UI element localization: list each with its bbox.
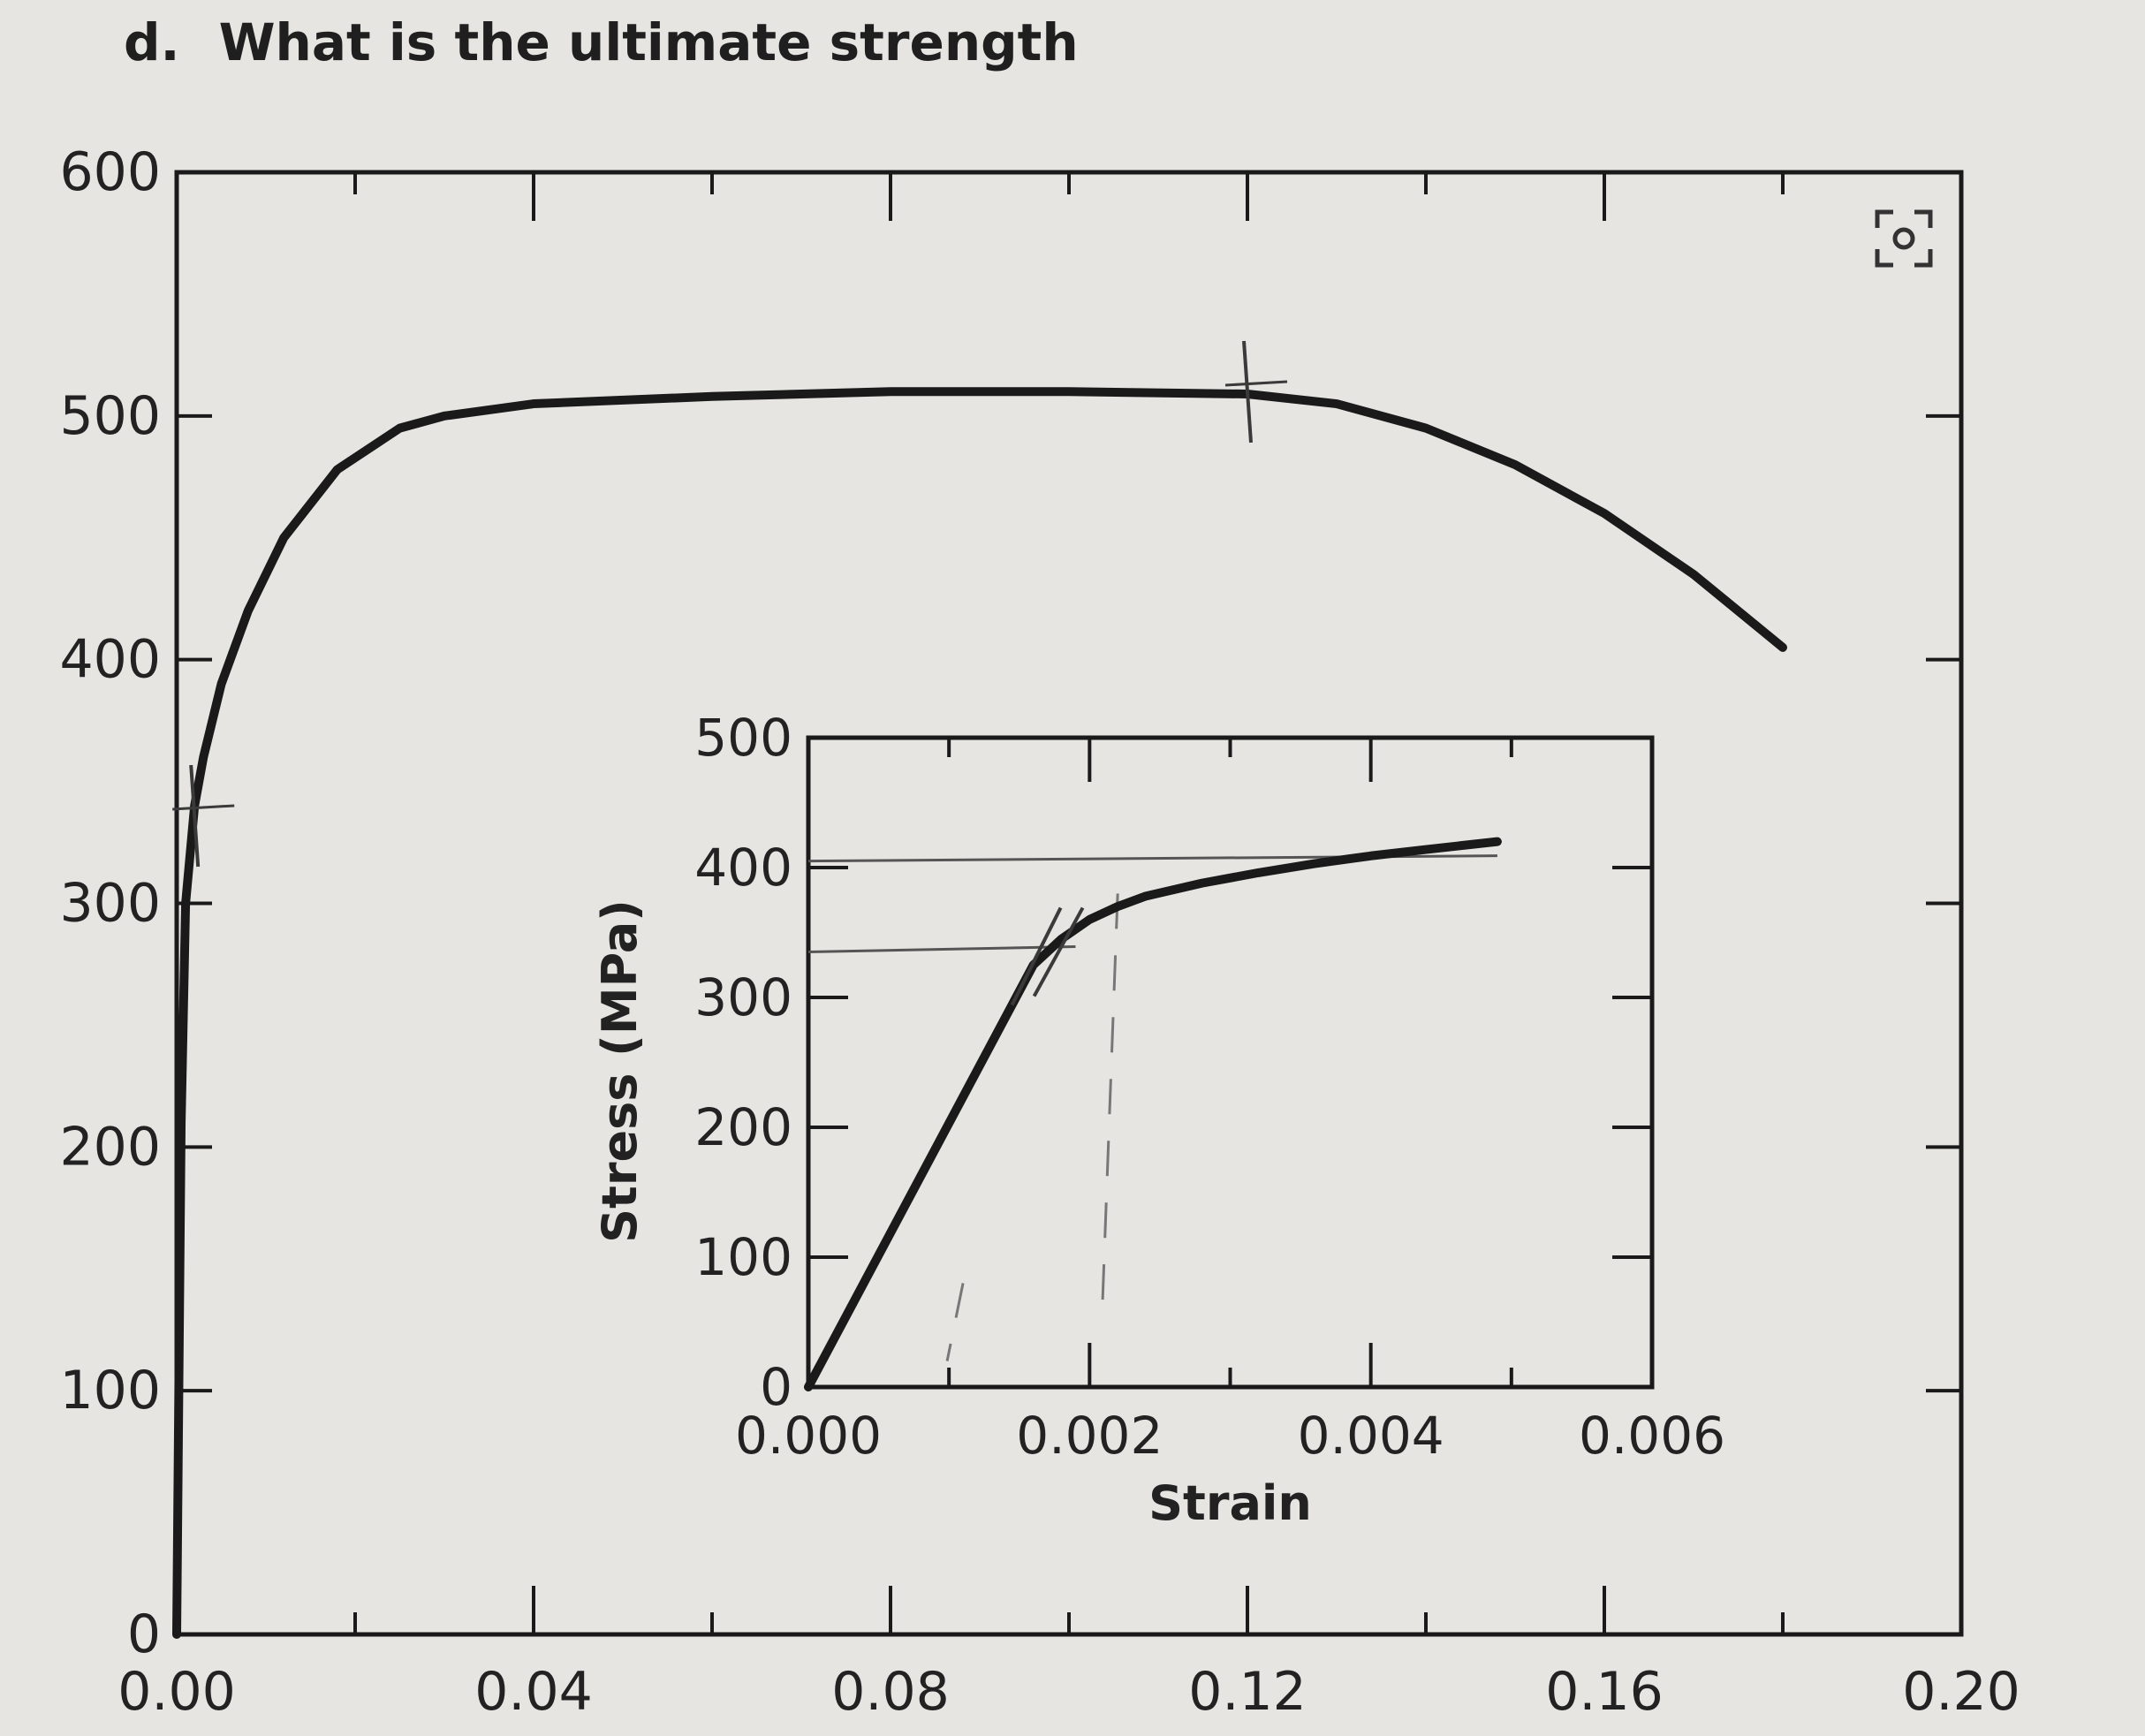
inset-stress-strain-curve [804,837,1502,1391]
x-tick-label: 0.20 [1902,1661,2020,1723]
hand-cross-mark [1224,380,1288,387]
inset-y-axis-label: Stress (MPa) [592,899,648,1243]
y-tick-label: 400 [59,629,161,691]
hand-vertical-line [945,1283,965,1361]
y-tick-label: 600 [59,141,161,203]
question-letter: d. [124,12,180,72]
inset-y-tick-label: 500 [694,708,792,768]
main-chart: 0 100 200 300 400 500 600 0.00 0.04 0.08 0.12 0.16 0… [59,141,2020,1723]
inset-hand-cross-mark [1010,906,1063,1006]
x-tick-label: 0.16 [1545,1661,1664,1723]
inset-chart: 0 100 200 300 400 500 0.000 0.002 0.004 0.006 Stra… [592,685,1725,1531]
x-tick-label: 0.12 [1188,1661,1307,1723]
x-tick-label: 0.00 [117,1661,236,1723]
inset-x-axis-label: Strain [1148,1475,1312,1531]
inset-hand-cross-mark [1032,906,1085,997]
hand-horizontal-line [807,945,1076,954]
hand-vertical-line [1100,893,1119,1323]
inset-y-tick-label: 400 [694,838,792,898]
question-body: What is the ultimate strength [218,12,1079,72]
hand-tick-mark [189,764,201,868]
inset-y-tick-label: 200 [694,1097,792,1157]
y-tick-label: 100 [59,1360,161,1421]
hand-tick-mark [1242,340,1253,443]
y-tick-label: 500 [59,385,161,447]
inset-background [747,685,1714,1520]
scan-icon [1875,209,1933,268]
inset-y-tick-label: 100 [694,1227,792,1287]
inset-x-tick-label: 0.000 [735,1406,882,1466]
stress-strain-curve [172,387,1787,1639]
inset-y-tick-label: 300 [694,967,792,1027]
inset-y-tick-label: 0 [760,1357,792,1417]
y-tick-label: 200 [59,1116,161,1178]
x-tick-label: 0.04 [474,1661,593,1723]
inset-x-tick-label: 0.004 [1298,1406,1444,1466]
y-tick-label: 0 [127,1603,161,1665]
y-tick-label: 300 [59,873,161,935]
hand-cross-mark [172,804,235,811]
inset-x-tick-label: 0.002 [1016,1406,1163,1466]
inset-x-tick-label: 0.006 [1579,1406,1725,1466]
question-text: d. What is the ultimate strength [124,12,1079,72]
x-tick-label: 0.08 [831,1661,950,1723]
